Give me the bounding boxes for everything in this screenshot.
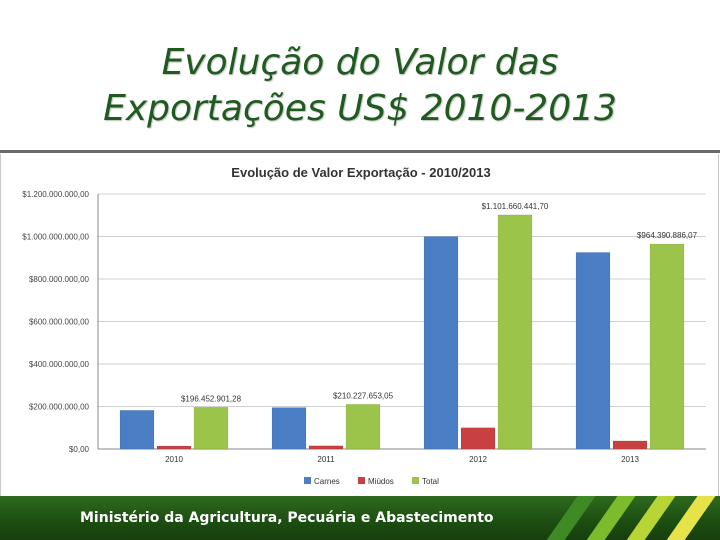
data-label-total: $964.390.886,07 [637,231,698,240]
slide-title: Evolução do Valor das Exportações US$ 20… [0,40,720,132]
bar-total-2010 [193,407,229,450]
legend-label: Miúdos [368,477,394,486]
legend-label: Carnes [314,477,340,486]
bar-total-2011 [345,404,381,450]
x-tick-label: 2010 [165,455,183,464]
bar-midos-2012 [460,427,496,450]
footer-banner: Ministério da Agricultura, Pecuária e Ab… [0,496,720,540]
y-tick-label: $0,00 [69,445,90,454]
y-tick-label: $1.000.000.000,00 [22,233,89,242]
bar-midos-2013 [612,440,648,450]
data-label-total: $210.227.653,05 [333,391,394,400]
title-divider [0,150,720,153]
footer-ministry-name: Ministério da Agricultura, Pecuária e Ab… [80,510,494,526]
export-value-chart: Evolução de Valor Exportação - 2010/2013… [22,165,706,486]
data-label-total: $1.101.660.441,70 [482,202,549,211]
slide-title-line-2: Exportações US$ 2010-2013 [103,88,617,129]
legend-swatch [358,477,365,484]
slide-title-line-1: Evolução do Valor das [161,42,559,83]
chart-panel: Evolução de Valor Exportação - 2010/2013… [0,154,719,497]
y-tick-label: $200.000.000,00 [29,403,90,412]
legend-swatch [412,477,419,484]
y-tick-label: $1.200.000.000,00 [22,190,89,199]
bar-midos-2011 [308,445,344,450]
bar-midos-2010 [156,445,192,450]
y-tick-label: $400.000.000,00 [29,360,90,369]
chart-title: Evolução de Valor Exportação - 2010/2013 [231,165,490,180]
x-tick-label: 2012 [469,455,487,464]
bar-total-2013 [649,243,685,450]
y-tick-label: $800.000.000,00 [29,275,90,284]
data-label-total: $196.452.901,28 [181,394,242,403]
x-tick-label: 2013 [621,455,639,464]
bar-carnes-2012 [423,236,459,450]
bar-carnes-2010 [119,410,155,450]
bar-carnes-2013 [575,252,611,450]
bar-total-2012 [497,214,533,450]
bar-carnes-2011 [271,407,307,450]
x-tick-label: 2011 [317,455,335,464]
legend-label: Total [422,477,439,486]
legend-swatch [304,477,311,484]
y-tick-label: $600.000.000,00 [29,318,90,327]
